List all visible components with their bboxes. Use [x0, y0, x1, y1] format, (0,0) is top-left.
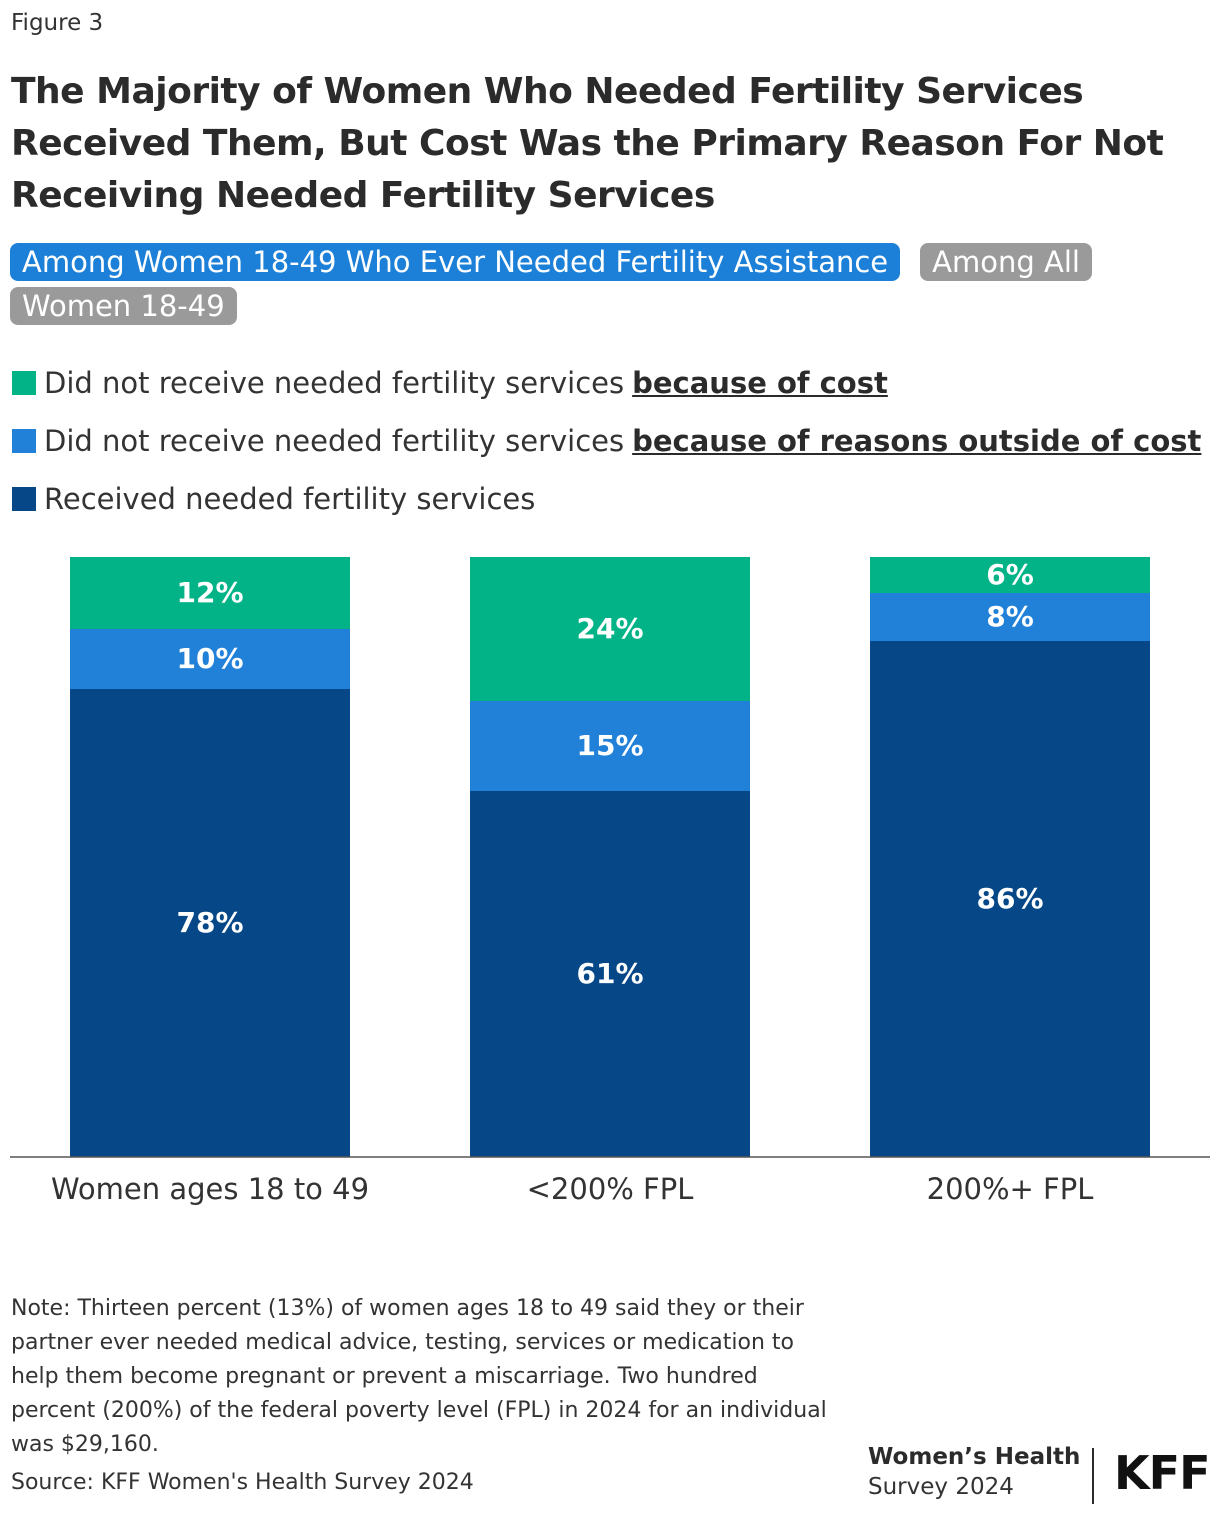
legend-item: Did not receive needed fertility service… [12, 412, 1201, 470]
bar-segment [70, 557, 350, 629]
note: Note: Thirteen percent (13%) of women ag… [11, 1296, 827, 1457]
x-tick-label: Women ages 18 to 49 [51, 1172, 369, 1206]
chart: 78% 10% 12% Women ages 18 to 49 61% 15% 24% <20… [10, 557, 1210, 1206]
x-tick-label: 200%+ FPL [927, 1172, 1094, 1206]
figure-label: Figure 3 [11, 10, 104, 36]
legend-label: Did not receive needed fertility service… [44, 424, 625, 458]
legend: Did not receive needed fertility service… [12, 354, 1201, 528]
legend-label: Did not receive needed fertility service… [44, 366, 625, 400]
source: Source: KFF Women's Health Survey 2024 [11, 1470, 474, 1495]
bar-segment [470, 701, 750, 791]
logo-subtitle: Survey 2024 [868, 1474, 1014, 1500]
logo-separator [1092, 1448, 1094, 1504]
data-label: 10% [176, 642, 243, 675]
logo-brand: KFF [1114, 1446, 1210, 1500]
bar-segment [870, 557, 1150, 593]
bar-segment [470, 791, 750, 1157]
bar-segment [70, 689, 350, 1157]
bar-segment [870, 641, 1150, 1157]
logo-title: Women’s Health [868, 1444, 1081, 1470]
legend-item: Did not receive needed fertility service… [12, 354, 1201, 412]
data-label: 12% [176, 576, 243, 609]
legend-swatch [12, 429, 36, 453]
tab-active[interactable]: Among Women 18-49 Who Ever Needed Fertil… [10, 243, 901, 281]
data-label: 24% [576, 612, 643, 645]
bar-segment [870, 593, 1150, 641]
data-label: 8% [986, 600, 1034, 633]
data-label: 15% [576, 729, 643, 762]
bar-segment [470, 557, 750, 701]
legend-label: because of cost [632, 366, 888, 400]
data-label: 61% [576, 957, 643, 990]
bar-segment [70, 629, 350, 689]
legend-item: Received needed fertility services [12, 470, 1201, 528]
legend-label: because of reasons outside of cost [632, 424, 1202, 458]
tab-bar: Among Women 18-49 Who Ever Needed Fertil… [10, 240, 1125, 328]
data-label: 78% [176, 906, 243, 939]
x-tick-label: <200% FPL [527, 1172, 694, 1206]
legend-swatch [12, 371, 36, 395]
legend-swatch [12, 487, 36, 511]
legend-label: Received needed fertility services [44, 482, 536, 516]
chart-title: The Majority of Women Who Needed Fertili… [11, 71, 1164, 216]
data-label: 86% [976, 882, 1043, 915]
data-label: 6% [986, 558, 1034, 591]
